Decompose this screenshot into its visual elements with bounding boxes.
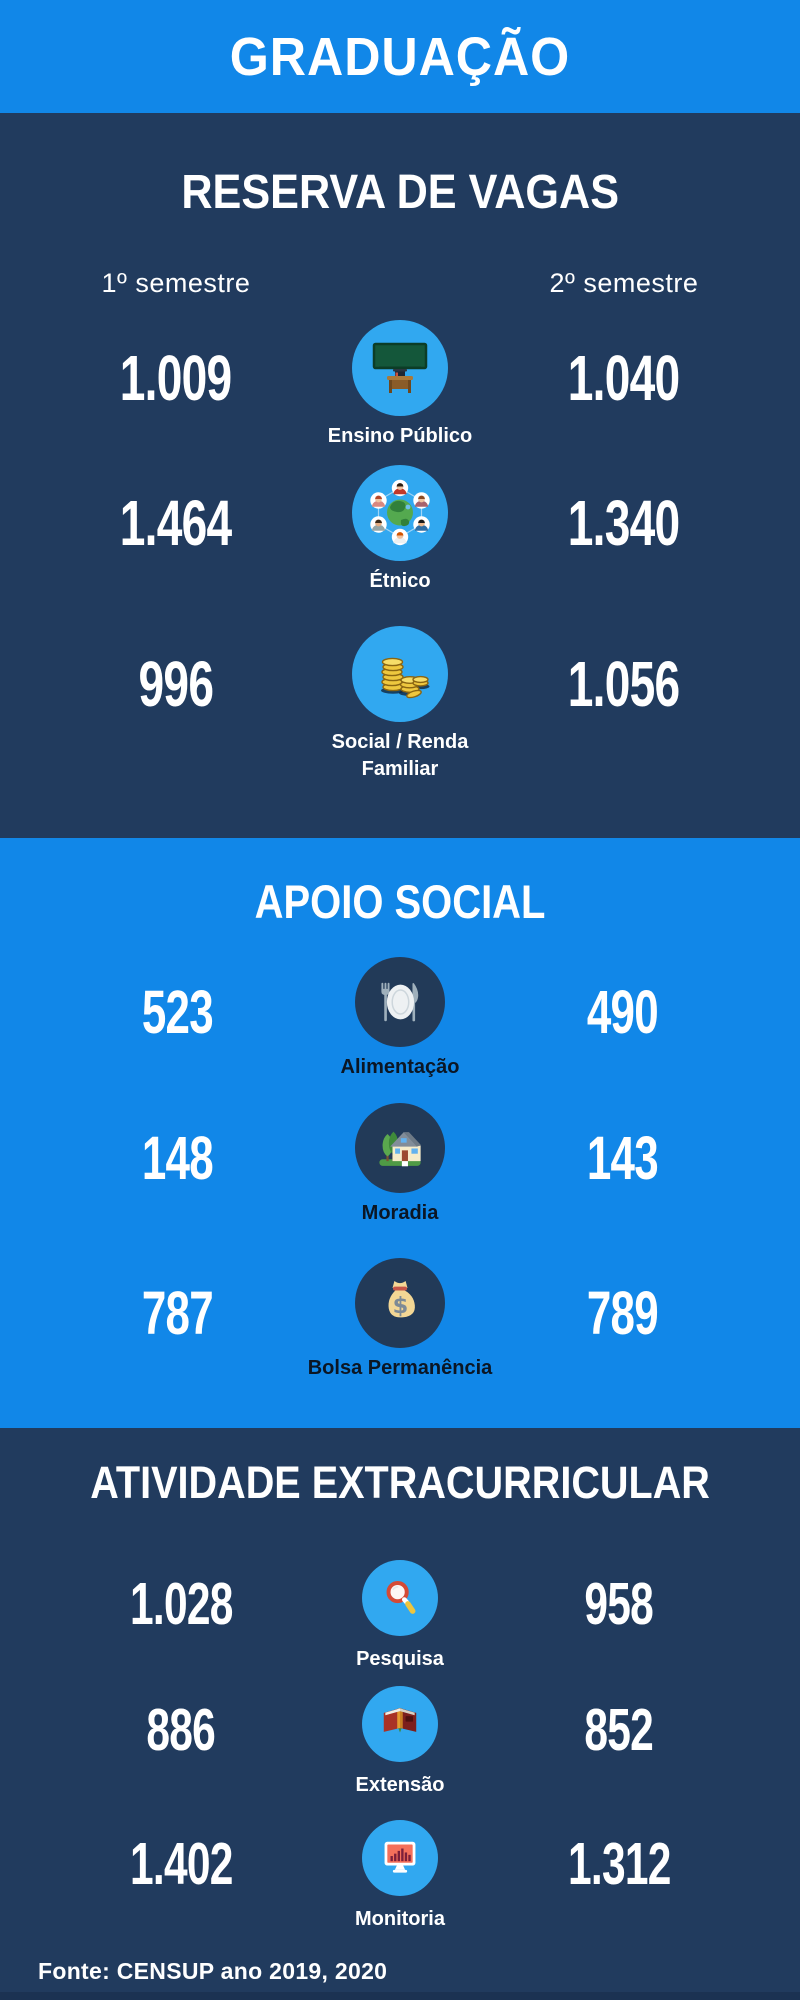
section-title: ATIVIDADE EXTRACURRICULAR [90, 1457, 710, 1508]
coins-icon [352, 626, 448, 722]
page-title: GRADUAÇÃO [229, 26, 571, 87]
stat-label: Alimentação [340, 1056, 460, 1078]
money-bag-icon: $ [355, 1258, 445, 1348]
stat-row-ensino-publico: 1.009 Ensino Público [0, 320, 800, 447]
value-sem1: 996 [138, 648, 214, 720]
stat-row-etnico: 1.464 [0, 465, 800, 592]
globe-people-icon [352, 465, 448, 561]
house-icon [355, 1103, 445, 1193]
value-sem1: 148 [141, 1124, 214, 1192]
icon-wrap: Étnico [352, 465, 448, 592]
open-book-icon [362, 1686, 438, 1762]
chalkboard-icon [352, 320, 448, 416]
stat-label: Social / Renda Familiar [331, 731, 469, 780]
stat-row-alimentacao: 523 [0, 957, 800, 1078]
svg-text:$: $ [393, 1293, 409, 1319]
stat-row-pesquisa: 1.028 Pesquisa 958 [0, 1560, 800, 1670]
icon-wrap: $ Bolsa Permanência [308, 1258, 492, 1379]
stat-row-monitoria: 1.402 [0, 1820, 800, 1930]
value-sem1: 886 [146, 1697, 216, 1763]
section-title: APOIO SOCIAL [254, 875, 546, 928]
value-sem2: 958 [584, 1571, 654, 1637]
icon-wrap: Extensão [356, 1686, 444, 1796]
icon-wrap: Monitoria [355, 1820, 445, 1930]
stat-label: Pesquisa [356, 1648, 444, 1670]
value-sem1: 1.464 [120, 487, 232, 559]
stat-label: Étnico [369, 570, 431, 592]
stat-label: Monitoria [355, 1908, 445, 1930]
value-sem2: 852 [584, 1697, 654, 1763]
value-sem1: 1.009 [120, 342, 232, 414]
magnifier-icon [362, 1560, 438, 1636]
icon-wrap: Ensino Público [328, 320, 472, 447]
value-sem1: 1.402 [129, 1831, 233, 1897]
stat-row-extensao: 886 Extensão 852 [0, 1686, 800, 1796]
stat-label: Bolsa Permanência [307, 1357, 493, 1379]
value-sem1: 787 [141, 1279, 214, 1347]
section-apoio-social: APOIO SOCIAL 523 [0, 838, 800, 1428]
section-title: RESERVA DE VAGAS [181, 166, 619, 219]
stat-row-social-renda: 996 [0, 626, 800, 780]
icon-wrap: Pesquisa [356, 1560, 444, 1670]
value-sem2: 1.056 [568, 648, 680, 720]
icon-wrap: Moradia [355, 1103, 445, 1224]
value-sem1: 523 [141, 978, 214, 1046]
stat-label: Moradia [361, 1202, 439, 1224]
value-sem1: 1.028 [129, 1571, 233, 1637]
icon-wrap: Social / Renda Familiar [332, 626, 468, 780]
section-reserva-de-vagas: RESERVA DE VAGAS 1º semestre 2º semestre… [0, 113, 800, 838]
value-sem2: 1.040 [568, 342, 680, 414]
icon-wrap: Alimentação [341, 957, 459, 1078]
stat-label: Ensino Público [327, 425, 473, 447]
monitor-chart-icon [362, 1820, 438, 1896]
value-sem2: 789 [586, 1279, 659, 1347]
value-sem2: 1.340 [568, 487, 680, 559]
value-sem2: 1.312 [567, 1831, 671, 1897]
stat-label: Extensão [355, 1774, 445, 1796]
value-sem2: 143 [586, 1124, 659, 1192]
header-band: GRADUAÇÃO [0, 0, 800, 113]
section-atividade-extracurricular: ATIVIDADE EXTRACURRICULAR 1.028 Pesquisa… [0, 1428, 800, 2000]
column-header-sem2: 2º semestre [549, 267, 699, 298]
column-header-sem1: 1º semestre [101, 267, 251, 298]
stat-row-moradia: 148 [0, 1103, 800, 1224]
semester-header-row: 1º semestre 2º semestre [0, 263, 800, 303]
bottom-edge-strip [0, 1992, 800, 2000]
stat-row-bolsa-permanencia: 787 $ Bolsa Permanência 789 [0, 1258, 800, 1379]
plate-cutlery-icon [355, 957, 445, 1047]
source-note: Fonte: CENSUP ano 2019, 2020 [38, 1958, 388, 1984]
value-sem2: 490 [586, 978, 659, 1046]
